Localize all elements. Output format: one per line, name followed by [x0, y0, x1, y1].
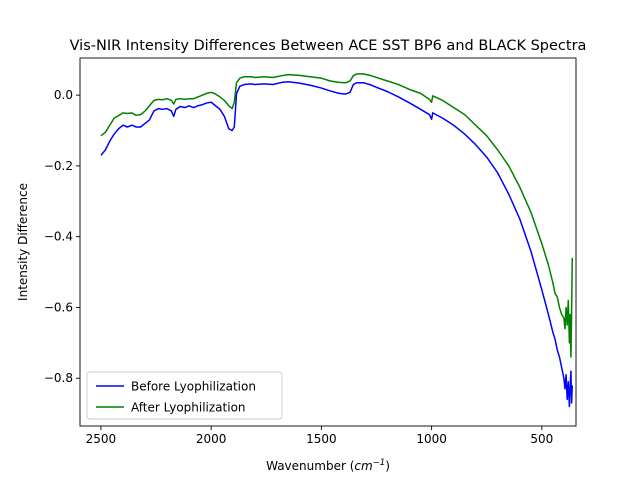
y-tick-label: −0.2	[44, 159, 73, 173]
x-axis-ticks: 2500 2000 1500 1000 500	[86, 426, 553, 446]
y-axis-ticks: 0.0 −0.2 −0.4 −0.6 −0.8	[44, 88, 80, 385]
legend-box	[86, 371, 283, 420]
series-line-before-lyophilization	[100, 80, 573, 408]
x-tick-label: 500	[530, 432, 553, 446]
x-axis-label: Wavenumber (cm−1)	[266, 458, 390, 473]
x-tick-label: 1500	[306, 432, 337, 446]
x-tick-label: 1000	[416, 432, 447, 446]
legend-label-before: Before Lyophilization	[131, 380, 256, 394]
x-tick-label: 2000	[196, 432, 227, 446]
y-axis-label: Intensity Difference	[16, 183, 30, 301]
x-tick-label: 2500	[86, 432, 117, 446]
y-tick-label: 0.0	[54, 88, 73, 102]
plot-frame	[79, 57, 577, 427]
series-line-after-lyophilization	[100, 73, 573, 358]
series-layer	[100, 73, 573, 408]
y-tick-label: −0.6	[44, 300, 73, 314]
plot-area	[80, 58, 576, 426]
y-tick-label: −0.4	[44, 230, 73, 244]
legend-label-after: After Lyophilization	[131, 401, 246, 415]
y-tick-label: −0.8	[44, 371, 73, 385]
legend: Before Lyophilization After Lyophilizati…	[86, 371, 283, 420]
chart-title: Vis-NIR Intensity Differences Between AC…	[70, 38, 587, 54]
